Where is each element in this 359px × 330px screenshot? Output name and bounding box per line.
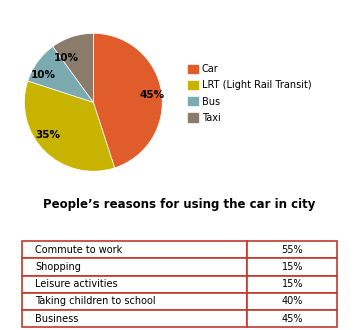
Wedge shape <box>93 33 162 168</box>
Wedge shape <box>53 33 93 102</box>
Text: 10%: 10% <box>54 53 79 63</box>
Text: 35%: 35% <box>35 130 60 141</box>
Text: 45%: 45% <box>140 90 165 100</box>
Text: People’s reasons for using the car in city: People’s reasons for using the car in ci… <box>43 198 316 211</box>
Wedge shape <box>28 47 93 102</box>
Legend: Car, LRT (Light Rail Transit), Bus, Taxi: Car, LRT (Light Rail Transit), Bus, Taxi <box>185 60 315 127</box>
Wedge shape <box>24 81 115 171</box>
Text: 10%: 10% <box>31 70 55 80</box>
